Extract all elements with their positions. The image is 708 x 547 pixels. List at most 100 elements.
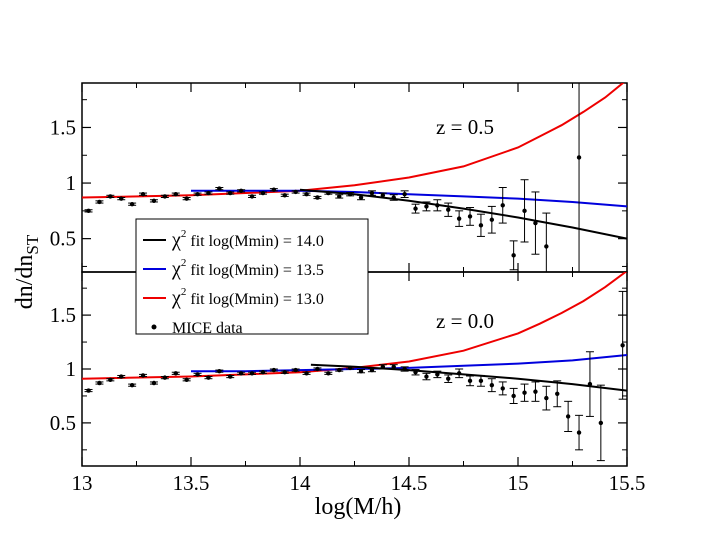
data-point [108, 377, 113, 382]
data-point [151, 380, 157, 386]
y-tick-label: 0.5 [50, 227, 76, 251]
panel-plot-area [82, 83, 627, 272]
data-point [282, 370, 287, 375]
data-point [304, 371, 309, 376]
legend-label: χ2 fit log(Mmin) = 13.0 [171, 286, 324, 309]
data-point [533, 220, 538, 226]
data-point [576, 155, 582, 160]
data-point [249, 194, 255, 199]
data-point [533, 389, 538, 394]
data-point [184, 196, 189, 201]
data-point [402, 366, 407, 372]
data-point [86, 208, 91, 214]
data-point [173, 191, 178, 197]
data-point [337, 367, 342, 373]
data-point [217, 186, 222, 191]
data-point [271, 187, 277, 192]
data-point [173, 371, 178, 376]
data-point [108, 194, 113, 199]
data-point [140, 191, 146, 197]
x-tick-label: 15.5 [609, 471, 646, 495]
data-point [446, 207, 451, 212]
data-point [260, 190, 266, 196]
legend-point-swatch [151, 324, 157, 330]
legend-text: fit log(Mmin) = 13.5 [186, 262, 323, 279]
fit-curve [191, 354, 627, 373]
y-tick-label: 1.5 [50, 115, 76, 139]
data-point [555, 391, 560, 396]
data-point [162, 375, 168, 380]
data-point [195, 191, 200, 197]
legend-text: fit log(Mmin) = 14.0 [186, 233, 323, 250]
data-point [206, 375, 211, 380]
data-point [500, 386, 505, 391]
data-point [249, 371, 255, 376]
legend-text: fit log(Mmin) = 13.0 [186, 291, 323, 308]
panel-2: 0.5 1 1.5 z = 0.0 [50, 271, 628, 467]
data-point [522, 208, 527, 214]
data-point [271, 367, 277, 373]
data-point [369, 367, 375, 373]
data-point [97, 380, 102, 386]
legend-chi-symbol: χ [171, 258, 181, 280]
y-axis-label: dn/dnST [12, 234, 42, 309]
y-axis-label-subscript: ST [23, 234, 42, 254]
legend-superscript: 2 [181, 286, 187, 298]
axis-labels: log(M/h) dn/dnST 13 13.5 14 14.5 15 15.5 [12, 234, 645, 520]
data-point [391, 364, 396, 370]
y-tick-label: 1 [66, 171, 77, 195]
data-point [97, 199, 102, 205]
data-point [326, 190, 331, 196]
y-tick-label: 1 [66, 357, 77, 381]
panels: 0.5 1 1.5 z = 0.5 0.5 1 1.5 z = 0.0 [50, 82, 628, 467]
x-tick-label: 14.5 [391, 471, 428, 495]
data-point [424, 204, 429, 209]
data-point [129, 382, 135, 388]
data-point [435, 372, 440, 377]
legend-entry: χ2 fit log(Mmin) = 13.5 [143, 257, 324, 280]
data-point [119, 374, 124, 379]
data-point [456, 371, 462, 376]
data-point [369, 190, 375, 196]
data-point [435, 203, 440, 208]
data-point [358, 195, 364, 200]
data-point [424, 374, 429, 379]
data-point [565, 414, 571, 419]
legend-chi-symbol: χ [171, 229, 181, 251]
data-point [511, 253, 516, 258]
data-point [402, 191, 407, 197]
panel-redshift-label: z = 0.5 [436, 115, 494, 139]
data-point [544, 244, 549, 249]
y-axis-label-main: dn/dn [12, 255, 38, 310]
data-point [489, 217, 495, 222]
data-point [456, 216, 462, 221]
data-point [478, 378, 484, 384]
data-point [391, 195, 396, 200]
data-point [467, 378, 473, 384]
y-tick-label: 0.5 [50, 411, 76, 435]
data-point [162, 194, 168, 199]
data-point [446, 376, 451, 381]
legend-box [135, 218, 369, 335]
y-tick-label: 1.5 [50, 303, 76, 327]
data-point [489, 382, 495, 388]
fit-curve [299, 188, 627, 240]
legend-entry: χ2 fit log(Mmin) = 14.0 [143, 228, 324, 251]
data-point [587, 381, 593, 387]
data-point [304, 191, 309, 197]
fit-curve [82, 83, 625, 199]
data-point [195, 372, 200, 377]
data-point [129, 201, 135, 207]
data-point [228, 374, 233, 379]
data-point [347, 191, 353, 197]
data-point [511, 393, 516, 399]
data-point [184, 377, 189, 382]
data-point [315, 366, 320, 372]
data-point [326, 371, 331, 376]
legend-label: χ2 fit log(Mmin) = 14.0 [171, 228, 324, 251]
x-tick-label: 14 [290, 471, 312, 495]
data-point [119, 196, 124, 201]
data-point [620, 343, 625, 348]
x-tick-label: 15 [508, 471, 529, 495]
